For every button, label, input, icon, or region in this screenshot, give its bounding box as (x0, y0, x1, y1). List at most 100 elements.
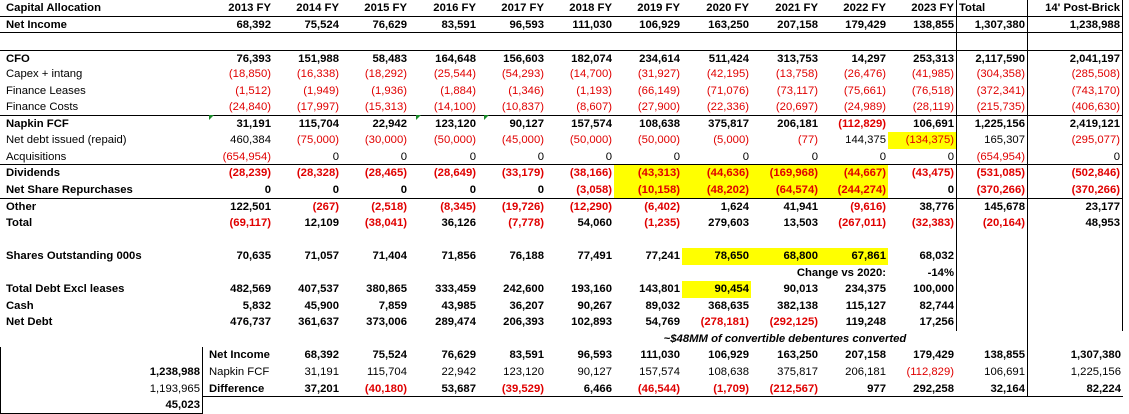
row-label[interactable]: Finance Costs (0, 99, 203, 116)
value-cell[interactable]: 54,769 (645, 316, 680, 329)
value-cell[interactable]: (244,274) (820, 182, 888, 199)
value-cell[interactable]: (1,512) (235, 84, 271, 97)
value-cell[interactable]: (10,837) (478, 99, 546, 116)
spacer-cell[interactable] (203, 33, 273, 50)
row-label[interactable]: Dividends (6, 167, 60, 180)
value-cell[interactable]: 0 (478, 149, 546, 166)
post-brick-cell[interactable] (1027, 297, 1123, 315)
value-cell[interactable]: 482,569 (230, 283, 271, 296)
value-cell[interactable]: 0 (409, 182, 478, 199)
value-cell[interactable]: (14,100) (409, 99, 478, 116)
value-cell[interactable]: 0 (546, 149, 614, 166)
post-brick-cell[interactable] (1027, 264, 1123, 282)
post-brick-cell[interactable] (0, 347, 203, 365)
value-cell[interactable]: 37,201 (273, 381, 341, 398)
value-cell[interactable]: (24,840) (203, 99, 273, 116)
value-cell[interactable]: 108,638 (639, 117, 680, 130)
value-cell[interactable]: (75,000) (296, 134, 339, 147)
value-cell[interactable]: 368,635 (708, 299, 749, 312)
post-brick-cell[interactable]: (370,266) (1027, 182, 1123, 199)
value-cell[interactable]: 977 (820, 381, 888, 398)
value-cell[interactable]: (17,997) (273, 99, 341, 116)
value-cell[interactable]: (43,475) (911, 167, 954, 180)
value-cell[interactable]: 193,160 (571, 283, 612, 296)
post-brick-cell[interactable]: 48,953 (1027, 215, 1123, 232)
post-brick-cell[interactable]: 23,177 (1027, 198, 1123, 216)
value-cell[interactable]: (31,927) (637, 68, 680, 81)
value-cell[interactable]: (6,402) (644, 200, 680, 213)
value-cell[interactable]: 76,629 (441, 349, 476, 362)
value-cell[interactable]: 163,250 (777, 349, 818, 362)
value-cell[interactable]: 0 (273, 182, 341, 199)
total-cell[interactable]: (20,164) (956, 215, 1027, 232)
total-cell[interactable]: 2,117,590 (956, 49, 1027, 67)
value-cell[interactable]: (26,476) (843, 68, 886, 81)
spacer-cell[interactable] (888, 232, 956, 249)
spacer-cell[interactable] (1027, 33, 1123, 50)
spacer-cell[interactable] (751, 232, 820, 249)
spacer-cell[interactable] (341, 33, 409, 50)
spacer-cell[interactable] (203, 232, 273, 249)
value-cell[interactable]: (278,181) (700, 316, 749, 329)
value-cell[interactable]: 68,392 (203, 17, 273, 34)
value-cell[interactable]: 90,127 (577, 366, 612, 379)
value-cell[interactable]: 163,250 (682, 17, 751, 34)
value-cell[interactable]: 179,429 (820, 17, 888, 34)
value-cell[interactable]: 90,127 (509, 117, 544, 130)
value-cell[interactable]: (5,000) (713, 134, 749, 147)
change-vs-2020-value[interactable]: -14% (927, 266, 954, 279)
value-cell[interactable]: (2,518) (371, 200, 407, 213)
spacer-cell[interactable] (820, 232, 888, 249)
value-cell[interactable]: 143,801 (639, 283, 680, 296)
value-cell[interactable]: 0 (273, 149, 341, 166)
row-label[interactable]: Shares Outstanding 000s (6, 250, 142, 263)
value-cell[interactable]: (64,574) (751, 182, 820, 199)
value-cell[interactable]: 1,624 (720, 200, 749, 213)
value-cell[interactable]: 0 (751, 149, 820, 166)
value-cell[interactable]: (112,829) (906, 366, 954, 379)
spacer-cell[interactable] (888, 33, 956, 50)
spacer-cell[interactable] (956, 231, 1027, 249)
value-cell[interactable]: 53,687 (409, 381, 478, 398)
value-cell[interactable]: (76,518) (911, 84, 954, 97)
value-cell[interactable]: 54,060 (577, 217, 612, 230)
blank-cell[interactable] (273, 331, 341, 348)
value-cell[interactable]: 361,637 (298, 316, 339, 329)
blank-cell[interactable] (614, 265, 682, 282)
value-cell[interactable]: 242,600 (503, 283, 544, 296)
value-cell[interactable]: 68,800 (751, 248, 820, 265)
spacer-cell[interactable] (682, 232, 751, 249)
value-cell[interactable]: 292,258 (888, 381, 956, 398)
value-cell[interactable]: 83,591 (509, 349, 544, 362)
value-cell[interactable]: 58,483 (341, 49, 409, 67)
spacer-cell[interactable] (0, 232, 203, 249)
post-brick-cell[interactable]: (406,630) (1027, 99, 1123, 116)
value-cell[interactable]: 373,006 (366, 316, 407, 329)
row-label[interactable]: Finance Leases (6, 84, 86, 97)
header-year[interactable]: 2017 FY (478, 0, 546, 17)
value-cell[interactable]: (1,949) (303, 84, 339, 97)
value-cell[interactable]: 207,158 (845, 349, 886, 362)
row-label[interactable]: CFO (0, 49, 203, 67)
value-cell[interactable]: (292,125) (769, 316, 818, 329)
value-cell[interactable]: 0 (478, 182, 546, 199)
value-cell[interactable]: 460,384 (230, 134, 271, 147)
value-cell[interactable]: 382,138 (777, 299, 818, 312)
spacer-cell[interactable] (751, 33, 820, 50)
value-cell[interactable]: (28,465) (364, 167, 407, 180)
total-cell[interactable]: 1,225,156 (1027, 364, 1123, 381)
value-cell[interactable]: 0 (203, 182, 273, 199)
value-cell[interactable]: 207,158 (751, 17, 820, 34)
blank-cell[interactable] (478, 331, 546, 348)
value-cell[interactable]: (267,011) (838, 217, 886, 230)
spacer-cell[interactable] (273, 33, 341, 50)
value-cell[interactable]: 100,000 (913, 283, 954, 296)
value-cell[interactable]: 76,629 (341, 17, 409, 34)
value-cell[interactable]: (18,850) (228, 68, 271, 81)
value-cell[interactable]: 122,501 (230, 200, 271, 213)
blank-cell[interactable] (546, 265, 614, 282)
value-cell[interactable]: (212,567) (751, 381, 820, 398)
total-cell[interactable]: 1,307,380 (956, 16, 1027, 34)
total-cell[interactable]: (370,266) (956, 182, 1027, 199)
value-cell[interactable]: (38,041) (364, 217, 407, 230)
